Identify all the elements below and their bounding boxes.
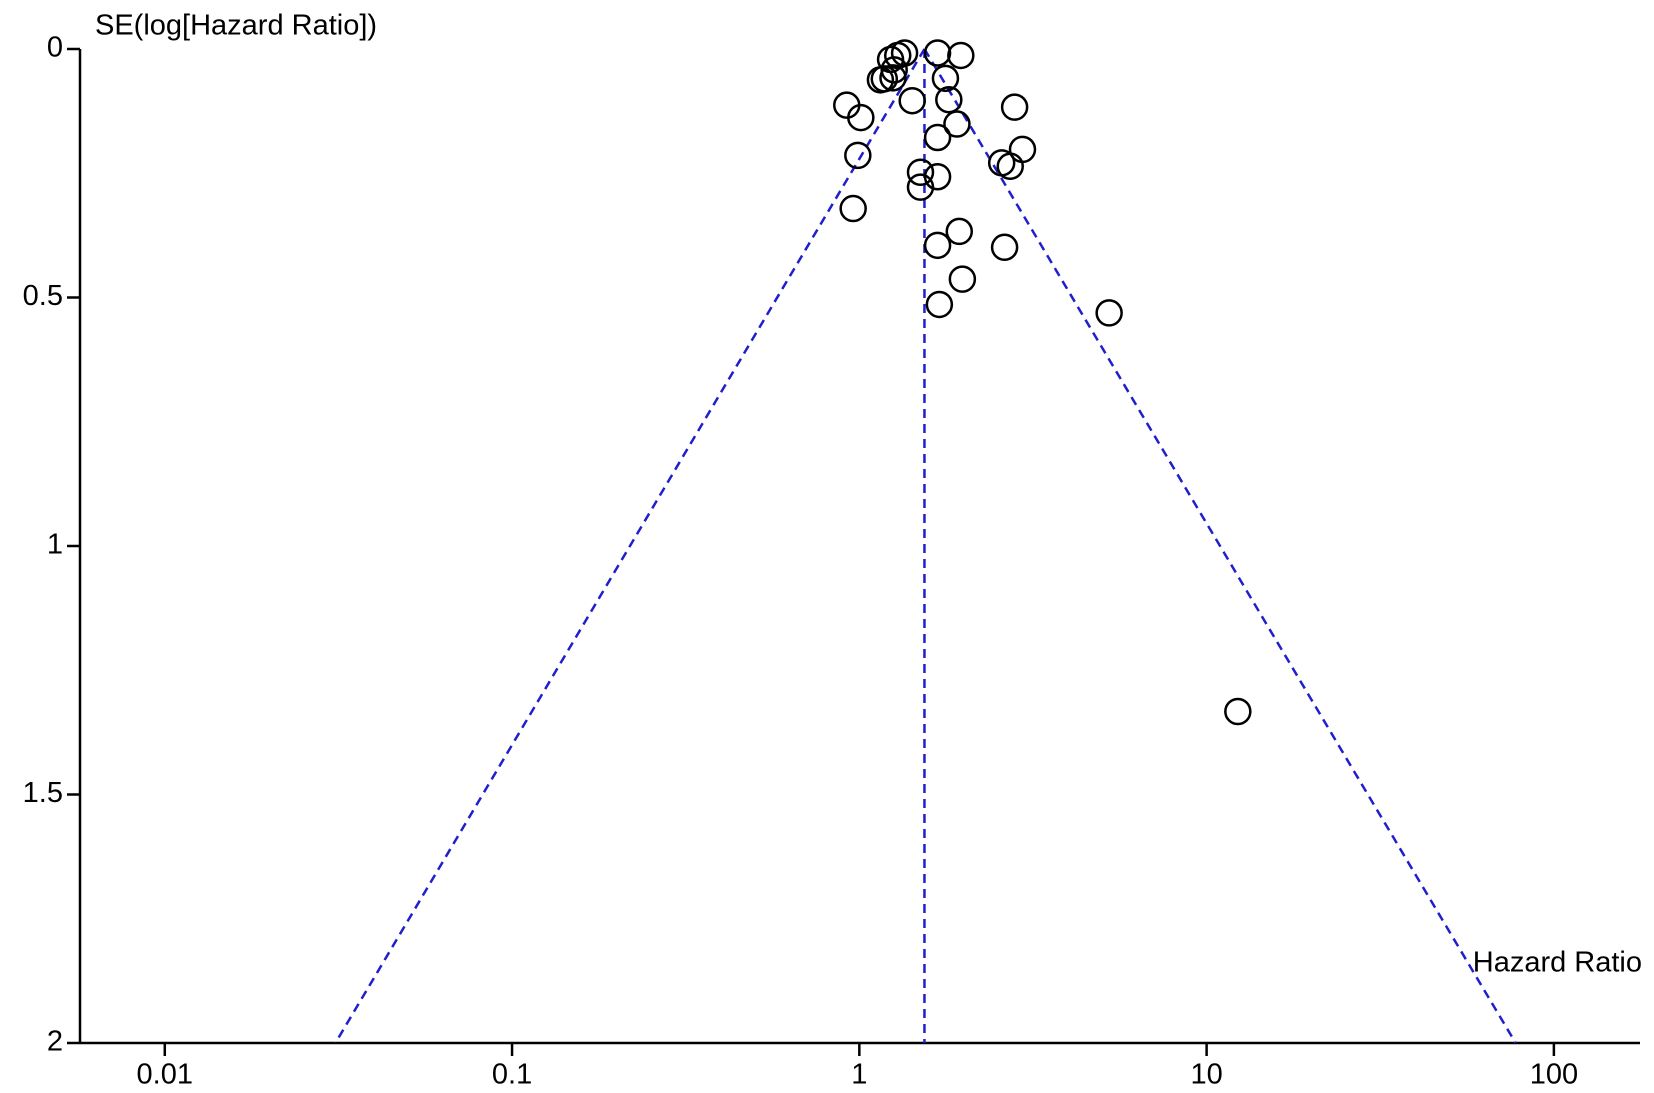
study-point	[1224, 697, 1252, 726]
study-point	[1095, 299, 1123, 327]
y-tick-label: 1	[47, 529, 63, 561]
study-point	[996, 152, 1024, 181]
study-point	[947, 41, 975, 70]
study-point	[945, 217, 974, 246]
study-point	[931, 64, 960, 93]
study-point	[943, 110, 971, 138]
study-point	[948, 265, 977, 293]
study-point	[844, 141, 872, 170]
x-tick-label: 100	[1530, 1059, 1578, 1088]
study-point	[923, 231, 952, 260]
study-point	[880, 56, 908, 84]
study-point	[1000, 93, 1029, 121]
study-point	[839, 194, 867, 223]
study-point	[935, 85, 963, 114]
y-tick-label: 1.5	[23, 777, 63, 809]
study-point	[879, 64, 907, 92]
x-tick-label: 10	[1190, 1059, 1222, 1088]
funnel-line	[334, 48, 926, 1044]
x-tick-label: 0.01	[137, 1059, 193, 1088]
funnel-line	[923, 48, 1517, 1044]
x-tick-label: 0.1	[492, 1059, 532, 1088]
y-tick-label: 2	[47, 1026, 63, 1058]
study-point	[847, 103, 875, 132]
study-point	[906, 158, 935, 187]
y-tick-label: 0	[47, 32, 63, 64]
study-point	[870, 65, 899, 93]
study-point	[898, 86, 926, 115]
y-axis-label: SE(log[Hazard Ratio])	[95, 10, 377, 42]
study-point	[923, 39, 952, 67]
x-axis-label: Hazard Ratio	[1473, 947, 1642, 979]
y-tick-label: 0.5	[23, 280, 63, 312]
study-point	[925, 290, 954, 319]
study-point	[923, 123, 952, 152]
x-tick-label: 1	[851, 1059, 867, 1088]
study-point	[906, 173, 935, 201]
study-point	[990, 233, 1019, 262]
